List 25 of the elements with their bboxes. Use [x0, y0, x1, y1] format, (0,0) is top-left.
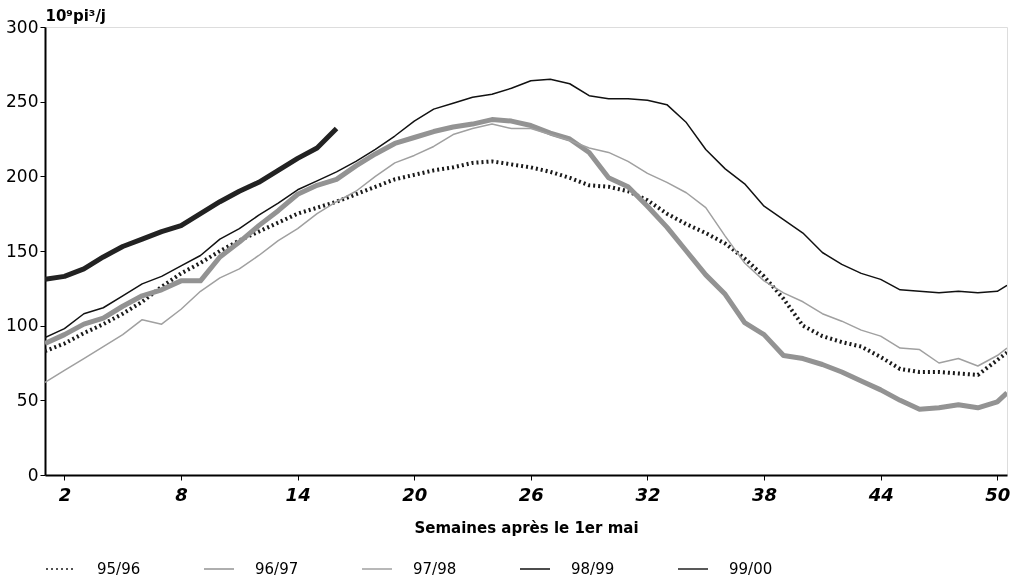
y-axis-title: 10⁹pi³/j: [45, 6, 107, 25]
x-tick-label: 44: [867, 483, 894, 505]
line-series: [45, 78, 1007, 339]
legend-label: 96/97: [255, 560, 299, 578]
x-tick-label: 2: [58, 483, 72, 505]
x-tick-label: 14: [285, 483, 311, 505]
x-tick-label: 50: [985, 483, 1011, 505]
x-tick-label: 20: [402, 483, 428, 505]
y-tick-label: 100: [6, 315, 39, 336]
x-tick-label: 38: [752, 483, 778, 505]
y-tick-label: 200: [6, 165, 39, 186]
y-tick-label: 150: [6, 240, 39, 261]
x-tick-label: 8: [175, 483, 188, 505]
x-tick-label: 32: [635, 483, 661, 505]
legend-label: 97/98: [413, 560, 457, 578]
x-tick-label: 26: [518, 483, 544, 505]
legend-label: 99/00: [729, 560, 773, 578]
y-tick-label: 300: [6, 16, 39, 37]
line-series: [45, 159, 1007, 377]
y-tick-label: 50: [16, 389, 39, 410]
y-tick-label: 250: [6, 91, 39, 112]
legend-label: 98/99: [571, 560, 615, 578]
legend-label: 95/96: [97, 560, 141, 578]
x-axis-title: Semaines après le 1er mai: [414, 518, 639, 537]
y-tick-label: 0: [27, 464, 39, 485]
